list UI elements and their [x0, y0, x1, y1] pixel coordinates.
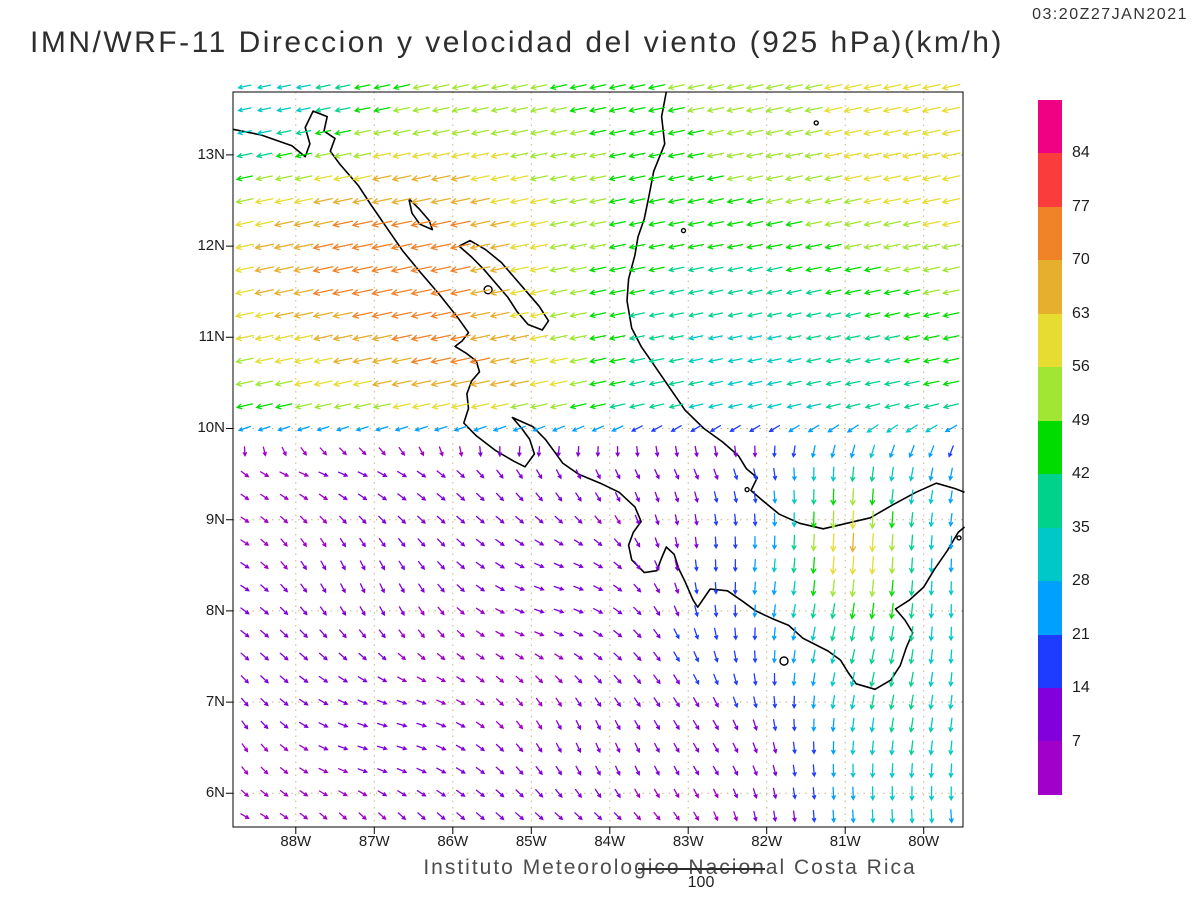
- wind-arrows-speed-bin-5: [236, 84, 959, 756]
- colorbar-segment: [1038, 260, 1062, 314]
- colorbar-tick-label: 42: [1072, 465, 1090, 483]
- colorbar-tick-label: 70: [1072, 251, 1090, 269]
- colorbar-segment: [1038, 474, 1062, 528]
- coastline: [458, 239, 550, 331]
- wind-arrows-speed-bin-8: [234, 83, 961, 576]
- colorbar-segment: [1038, 153, 1062, 207]
- colorbar-segment: [1038, 420, 1062, 475]
- island: [483, 285, 493, 295]
- colorbar-tick-label: 28: [1072, 572, 1090, 590]
- lat-tick-label: 9N: [205, 510, 225, 528]
- wind-arrows-speed-bin-4: [236, 84, 954, 824]
- colorbar-tick-label: 63: [1072, 304, 1090, 322]
- lon-tick-label: 80W: [908, 833, 940, 850]
- lat-tick-label: 13N: [197, 145, 225, 163]
- coastline-layer: [232, 91, 966, 691]
- island: [744, 486, 750, 493]
- lat-tick-label: 11N: [198, 328, 225, 346]
- island: [813, 120, 819, 126]
- page-title: IMN/WRF-11 Direccion y velocidad del vie…: [30, 26, 1004, 59]
- colorbar-tick-label: 56: [1072, 358, 1090, 376]
- wind-arrows-speed-bin-3: [237, 424, 958, 824]
- colorbar-tick-label: 77: [1072, 197, 1090, 215]
- lat-tick-label: 7N: [205, 693, 225, 711]
- colorbar-tick-label: 84: [1072, 144, 1090, 162]
- vector-key-line: [638, 868, 765, 870]
- lon-tick-label: 86W: [437, 833, 469, 850]
- lat-tick-label: 10N: [197, 419, 225, 437]
- lon-tick-label: 82W: [751, 833, 783, 850]
- lon-tick-label: 81W: [829, 833, 861, 850]
- lon-tick-label: 87W: [358, 833, 390, 850]
- island: [779, 656, 789, 666]
- colorbar-segment: [1038, 741, 1062, 795]
- island: [680, 227, 687, 234]
- wind-arrows-speed-bin-6: [235, 84, 960, 620]
- island: [956, 535, 962, 541]
- colorbar-segment: [1038, 100, 1062, 154]
- wind-arrows-speed-bin-7: [235, 84, 961, 598]
- lon-tick-label: 85W: [515, 833, 547, 850]
- coastline: [408, 198, 434, 231]
- colorbar-tick-label: 14: [1072, 679, 1090, 697]
- lon-tick-label: 88W: [280, 833, 312, 850]
- colorbar-segment: [1038, 367, 1062, 421]
- coastline: [626, 91, 965, 530]
- colorbar-segment: [1038, 313, 1062, 368]
- wind-arrows-speed-bin-9: [254, 175, 857, 553]
- colorbar-tick-label: 35: [1072, 518, 1090, 536]
- wind-vector-layer: [234, 83, 961, 824]
- lat-tick-label: 8N: [205, 601, 225, 619]
- lat-tick-label: 12N: [197, 237, 225, 255]
- institution-label: Instituto Meteorologico Nacional Costa R…: [423, 856, 917, 879]
- plot-frame-and-ticks: [226, 91, 964, 834]
- colorbar-segment: [1038, 581, 1062, 635]
- lon-tick-label: 84W: [594, 833, 626, 850]
- gridline-layer: [233, 92, 963, 827]
- wind-arrows-speed-bin-2: [630, 424, 954, 823]
- lon-tick-label: 83W: [672, 833, 704, 850]
- wind-arrows-speed-bin-1: [240, 445, 797, 823]
- valid-timestamp: 03:20Z27JAN2021: [1032, 6, 1188, 23]
- wind-arrows-speed-bin-10: [312, 220, 491, 365]
- lat-tick-label: 6N: [205, 784, 225, 802]
- colorbar-segment: [1038, 687, 1062, 742]
- colorbar-segment: [1038, 527, 1062, 582]
- colorbar-tick-label: 7: [1072, 732, 1081, 750]
- speed-colorbar: [1038, 100, 1062, 795]
- coastline: [232, 110, 966, 691]
- colorbar-tick-label: 21: [1072, 625, 1090, 643]
- colorbar-segment: [1038, 634, 1062, 688]
- wind-arrows-speed-bin-0: [240, 446, 738, 822]
- colorbar-segment: [1038, 206, 1062, 261]
- colorbar-tick-label: 49: [1072, 411, 1090, 429]
- vector-key-label: 100: [687, 874, 715, 891]
